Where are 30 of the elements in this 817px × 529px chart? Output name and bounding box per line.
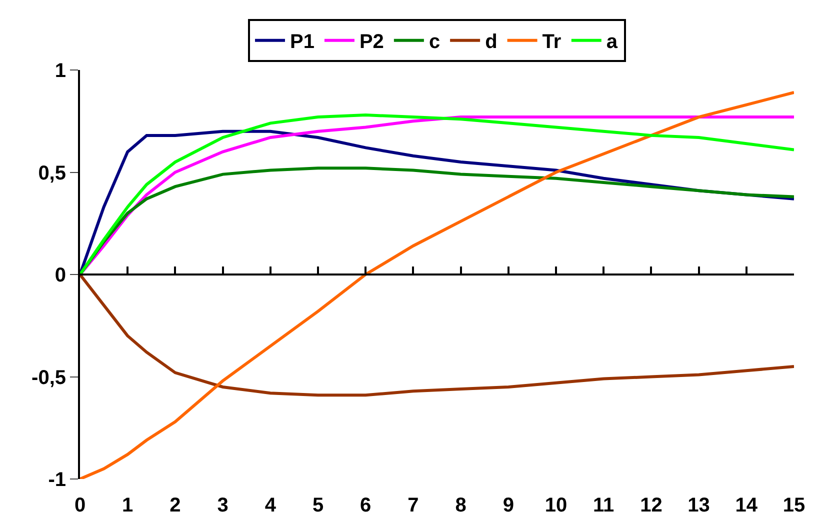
legend-label: P2 xyxy=(359,31,384,54)
line-series xyxy=(80,166,794,276)
x-tick-label: 2 xyxy=(170,494,181,516)
x-tick-label: 13 xyxy=(688,494,710,516)
line-series xyxy=(80,273,794,397)
legend-label: d xyxy=(485,31,498,54)
y-tick-label: 0 xyxy=(54,264,66,286)
x-tick-label: 14 xyxy=(735,494,758,516)
legend-label: P1 xyxy=(290,31,314,54)
y-tick-label: -0,5 xyxy=(32,366,66,389)
legend-label: a xyxy=(606,31,618,54)
legend-label: Tr xyxy=(542,31,562,54)
x-tick-label: 12 xyxy=(640,494,662,516)
x-tick-label: 9 xyxy=(502,494,514,516)
x-tick-label: 0 xyxy=(74,494,86,516)
y-tick-label: -1 xyxy=(48,469,66,491)
legend-label: c xyxy=(428,31,440,54)
x-tick-label: 1 xyxy=(122,494,134,516)
x-tick-label: 8 xyxy=(455,494,466,516)
x-tick-label: 4 xyxy=(264,494,277,516)
x-tick-label: 15 xyxy=(782,494,806,516)
x-tick-label: 11 xyxy=(593,494,614,516)
y-tick-label: 0,5 xyxy=(38,162,66,184)
x-tick-label: 5 xyxy=(312,494,324,516)
x-tick-label: 6 xyxy=(360,494,372,516)
x-tick-label: 7 xyxy=(408,494,419,516)
x-tick-label: 3 xyxy=(217,494,228,516)
y-tick-label: 1 xyxy=(54,60,66,82)
x-tick-label: 10 xyxy=(544,494,568,516)
line-series xyxy=(80,91,794,479)
